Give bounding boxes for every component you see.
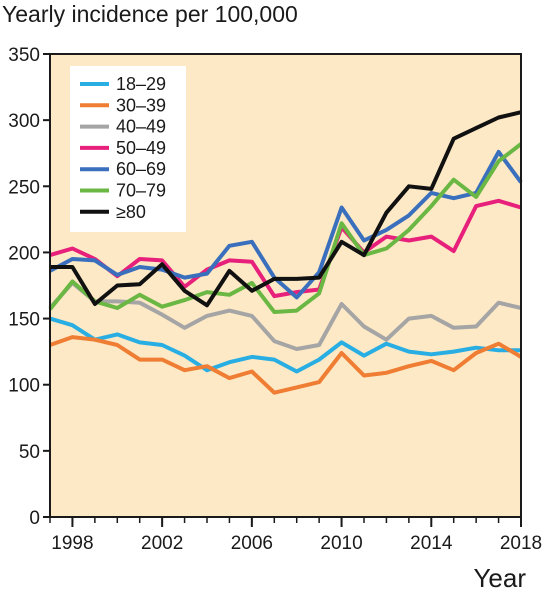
x-tick-label: 2014 [410,533,453,554]
y-tick-label: 200 [8,243,40,264]
legend-label: 18–29 [116,74,166,94]
series-line [50,110,522,308]
y-tick-label: 50 [19,442,40,463]
x-tick-label: 2002 [141,533,183,554]
x-tick-label: 2010 [320,533,362,554]
y-axis-ticks: 0 50 100 150 200 250 300 350 [8,45,50,529]
y-axis-label: Yearly incidence per 100,000 [2,1,298,27]
series-line [49,316,521,374]
legend-label: ≥80 [116,202,146,222]
y-tick-label: 250 [8,177,40,198]
legend-label: 60–69 [116,159,166,179]
x-axis-ticks: 1998 2002 2006 2010 2014 2018 [49,517,542,554]
y-tick-label: 100 [8,376,40,397]
legend-label: 30–39 [116,95,166,115]
y-tick-label: 350 [8,45,40,66]
series-line [49,198,522,299]
y-tick-label: 0 [29,508,40,529]
y-tick-label: 300 [8,111,40,132]
legend-label: 50–49 [116,138,166,158]
legend-label: 70–79 [116,181,166,201]
series-lines [48,110,523,395]
y-tick-label: 150 [8,310,40,331]
plot-frame [49,53,522,518]
x-axis-label: Year [473,563,526,589]
x-tick-label: 2018 [500,533,542,554]
series-line [48,142,523,314]
legend-label: 40–49 [116,117,166,137]
x-tick-label: 1998 [51,533,93,554]
x-tick-label: 2006 [231,533,273,554]
series-line [49,335,523,395]
